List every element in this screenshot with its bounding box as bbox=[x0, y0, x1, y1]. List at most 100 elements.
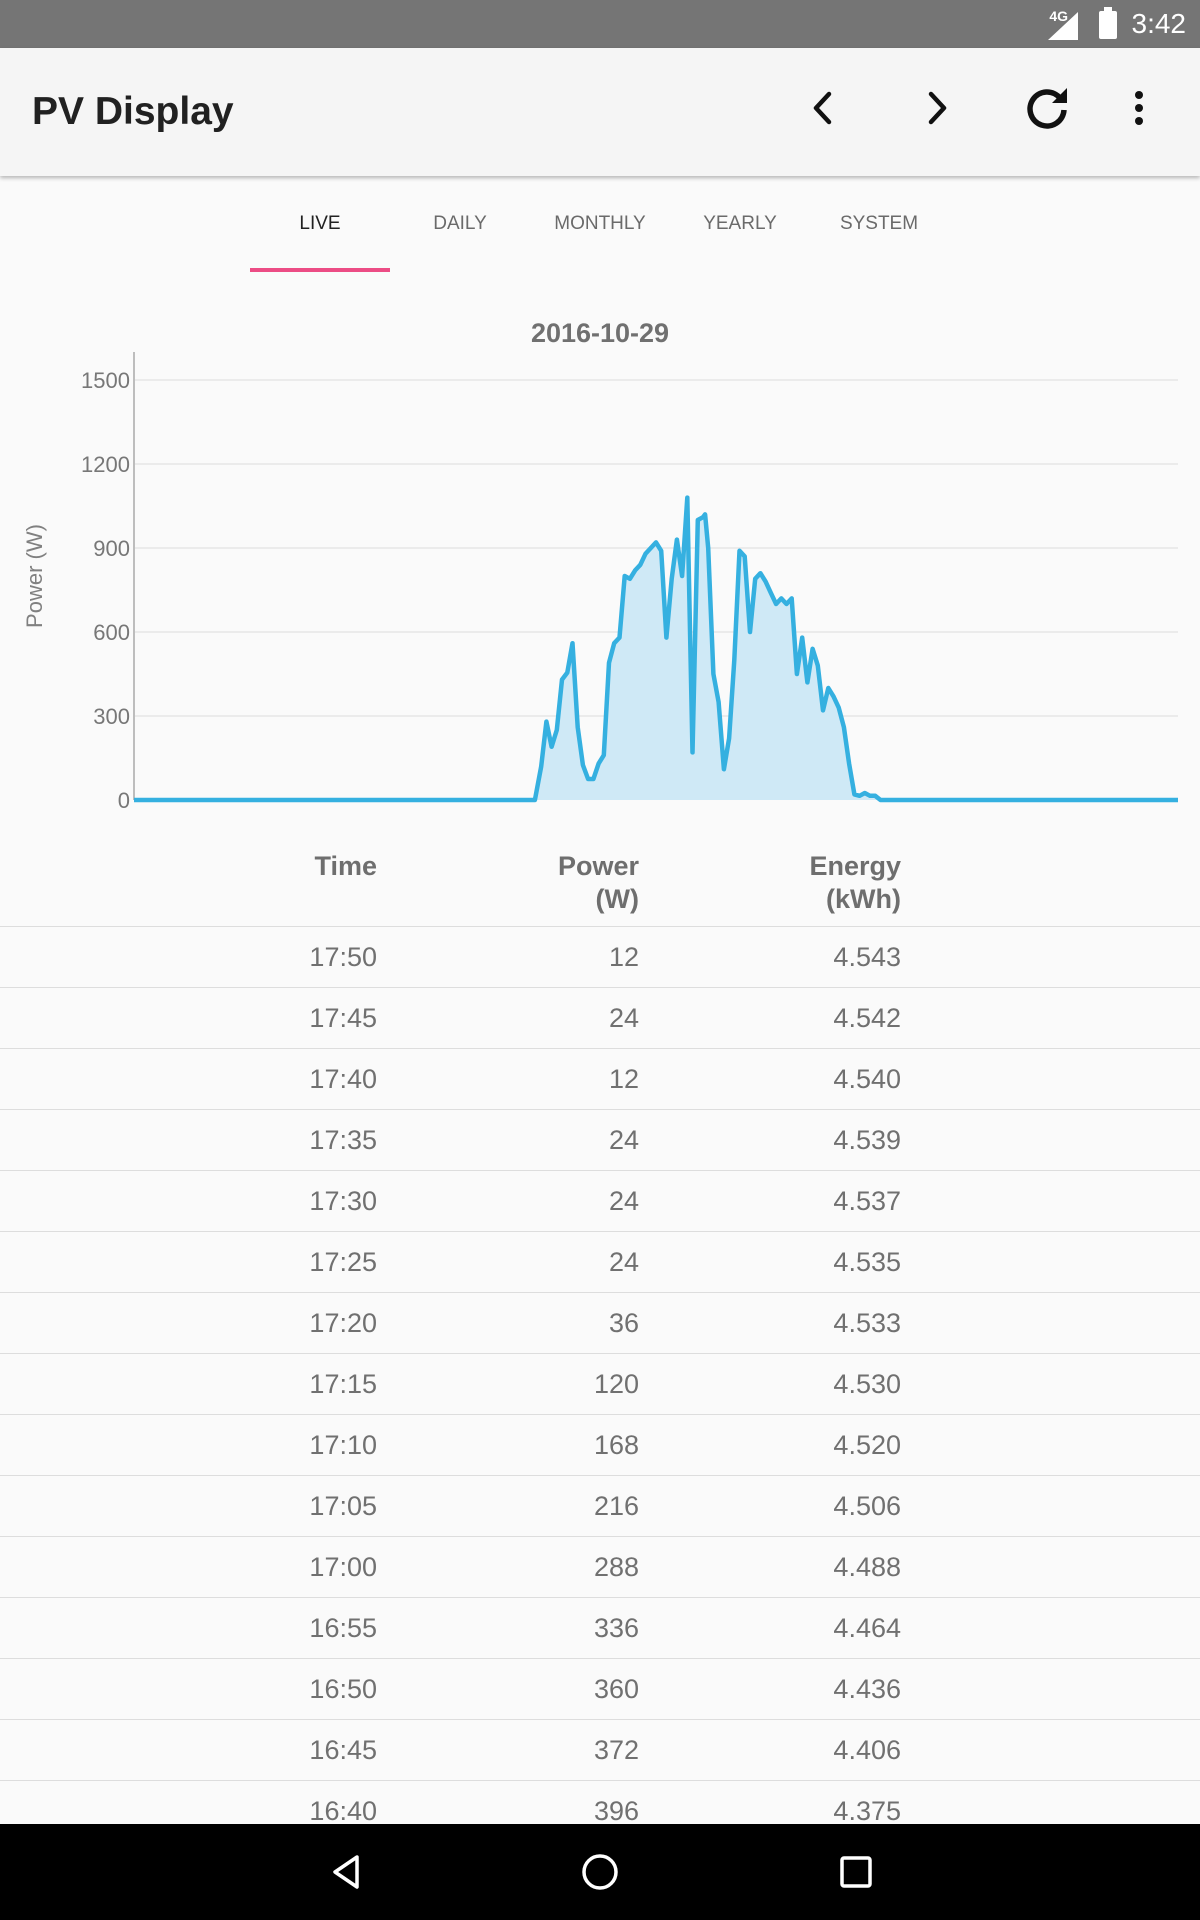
more-options-button[interactable] bbox=[1103, 72, 1175, 144]
cell-energy: 4.520 bbox=[833, 1430, 901, 1460]
chart-title: 2016-10-29 bbox=[530, 318, 670, 348]
cell-power: 216 bbox=[593, 1491, 639, 1521]
power-area-fill bbox=[134, 497, 1178, 800]
cell-time: 17:05 bbox=[309, 1491, 377, 1521]
home-circle-icon bbox=[582, 1854, 618, 1890]
cell-energy: 4.535 bbox=[833, 1247, 901, 1277]
cell-power: 372 bbox=[593, 1735, 639, 1765]
table-row: 17:40 12 4.540 bbox=[0, 1049, 1200, 1110]
system-nav-bar bbox=[0, 1824, 1200, 1920]
tab-live[interactable]: LIVE bbox=[299, 213, 341, 234]
cell-power: 24 bbox=[608, 1003, 639, 1033]
tab-system[interactable]: SYSTEM bbox=[839, 213, 919, 234]
cell-energy: 4.436 bbox=[833, 1674, 901, 1704]
cell-power: 360 bbox=[593, 1674, 639, 1704]
active-tab-indicator bbox=[250, 268, 390, 272]
app-bar: PV Display bbox=[0, 48, 1200, 176]
header-power: Power (W) bbox=[557, 851, 639, 914]
table-row: 17:25 24 4.535 bbox=[0, 1232, 1200, 1293]
tab-daily[interactable]: DAILY bbox=[433, 213, 487, 234]
previous-button[interactable] bbox=[788, 72, 860, 144]
readings-table: Time Power (W) Energy (kWh) 17:50 12 4.543 17… bbox=[0, 838, 1200, 1842]
table-row: 16:55 336 4.464 bbox=[0, 1598, 1200, 1659]
chevron-right-icon bbox=[928, 91, 947, 125]
cell-energy: 4.488 bbox=[833, 1552, 901, 1582]
more-vert-icon bbox=[1135, 91, 1143, 125]
back-button[interactable] bbox=[310, 1836, 382, 1908]
recents-square-icon bbox=[840, 1856, 872, 1888]
cell-power: 396 bbox=[593, 1796, 639, 1826]
cell-power: 168 bbox=[593, 1430, 639, 1460]
y-tick-label: 1200 bbox=[81, 452, 130, 477]
cell-power: 36 bbox=[608, 1308, 639, 1338]
cell-power: 336 bbox=[593, 1613, 639, 1643]
back-triangle-icon bbox=[333, 1855, 359, 1889]
table-row: 17:15 120 4.530 bbox=[0, 1354, 1200, 1415]
table-row: 17:30 24 4.537 bbox=[0, 1171, 1200, 1232]
power-chart: 0 300 600 900 1200 1500 Power (W) bbox=[22, 352, 1178, 810]
cell-power: 120 bbox=[593, 1369, 639, 1399]
tab-yearly[interactable]: YEARLY bbox=[703, 213, 777, 234]
cell-energy: 4.542 bbox=[833, 1003, 901, 1033]
cell-time: 16:50 bbox=[309, 1674, 377, 1704]
cell-time: 17:45 bbox=[309, 1003, 377, 1033]
cell-energy: 4.375 bbox=[833, 1796, 901, 1826]
next-button[interactable] bbox=[900, 72, 972, 144]
table-row: 17:50 12 4.543 bbox=[0, 927, 1200, 988]
cell-power: 12 bbox=[608, 942, 639, 972]
power-series-line bbox=[134, 495, 1178, 803]
cell-energy: 4.537 bbox=[833, 1186, 901, 1216]
status-bar: 4G 3:42 bbox=[0, 0, 1200, 48]
table-body: 17:50 12 4.543 17:45 24 4.542 17:40 12 4.540 17:3… bbox=[0, 927, 1200, 1842]
cell-energy: 4.464 bbox=[833, 1613, 901, 1643]
refresh-icon bbox=[1027, 88, 1067, 129]
cell-energy: 4.506 bbox=[833, 1491, 901, 1521]
cell-time: 17:15 bbox=[309, 1369, 377, 1399]
cell-time: 17:10 bbox=[309, 1430, 377, 1460]
table-row: 17:05 216 4.506 bbox=[0, 1476, 1200, 1537]
header-time: Time bbox=[314, 851, 377, 881]
app-title: PV Display bbox=[32, 90, 234, 133]
cell-time: 17:25 bbox=[309, 1247, 377, 1277]
tab-monthly[interactable]: MONTHLY bbox=[554, 213, 646, 234]
clock: 3:42 bbox=[1131, 8, 1187, 39]
cell-energy: 4.539 bbox=[833, 1125, 901, 1155]
cell-power: 24 bbox=[608, 1247, 639, 1277]
y-tick-label: 900 bbox=[93, 536, 130, 561]
cell-time: 16:40 bbox=[309, 1796, 377, 1826]
header-energy: Energy (kWh) bbox=[809, 851, 901, 914]
home-button[interactable] bbox=[564, 1836, 636, 1908]
table-row: 17:20 36 4.533 bbox=[0, 1293, 1200, 1354]
table-row: 17:00 288 4.488 bbox=[0, 1537, 1200, 1598]
cell-power: 288 bbox=[593, 1552, 639, 1582]
y-tick-label: 600 bbox=[93, 620, 130, 645]
y-tick-label: 300 bbox=[93, 704, 130, 729]
y-axis-label: Power (W) bbox=[22, 524, 47, 628]
cell-energy: 4.540 bbox=[833, 1064, 901, 1094]
refresh-button[interactable] bbox=[1011, 72, 1083, 144]
cell-time: 17:50 bbox=[309, 942, 377, 972]
recents-button[interactable] bbox=[820, 1836, 892, 1908]
cell-time: 17:00 bbox=[309, 1552, 377, 1582]
cell-time: 17:35 bbox=[309, 1125, 377, 1155]
cell-time: 17:20 bbox=[309, 1308, 377, 1338]
cell-time: 17:30 bbox=[309, 1186, 377, 1216]
cell-time: 17:40 bbox=[309, 1064, 377, 1094]
cell-time: 16:55 bbox=[309, 1613, 377, 1643]
signal-icon bbox=[1048, 12, 1078, 40]
cell-power: 24 bbox=[608, 1125, 639, 1155]
battery-icon bbox=[1099, 7, 1117, 39]
cell-power: 12 bbox=[608, 1064, 639, 1094]
table-row: 17:45 24 4.542 bbox=[0, 988, 1200, 1049]
table-row: 17:10 168 4.520 bbox=[0, 1415, 1200, 1476]
table-row: 17:35 24 4.539 bbox=[0, 1110, 1200, 1171]
table-row: 16:50 360 4.436 bbox=[0, 1659, 1200, 1720]
y-tick-label: 0 bbox=[118, 788, 130, 810]
cell-energy: 4.543 bbox=[833, 942, 901, 972]
cell-energy: 4.406 bbox=[833, 1735, 901, 1765]
y-tick-label: 1500 bbox=[81, 368, 130, 393]
tab-bar: LIVE DAILY MONTHLY YEARLY SYSTEM bbox=[0, 176, 1200, 272]
table-header: Time Power (W) Energy (kWh) bbox=[0, 838, 1200, 927]
cell-time: 16:45 bbox=[309, 1735, 377, 1765]
cell-energy: 4.533 bbox=[833, 1308, 901, 1338]
